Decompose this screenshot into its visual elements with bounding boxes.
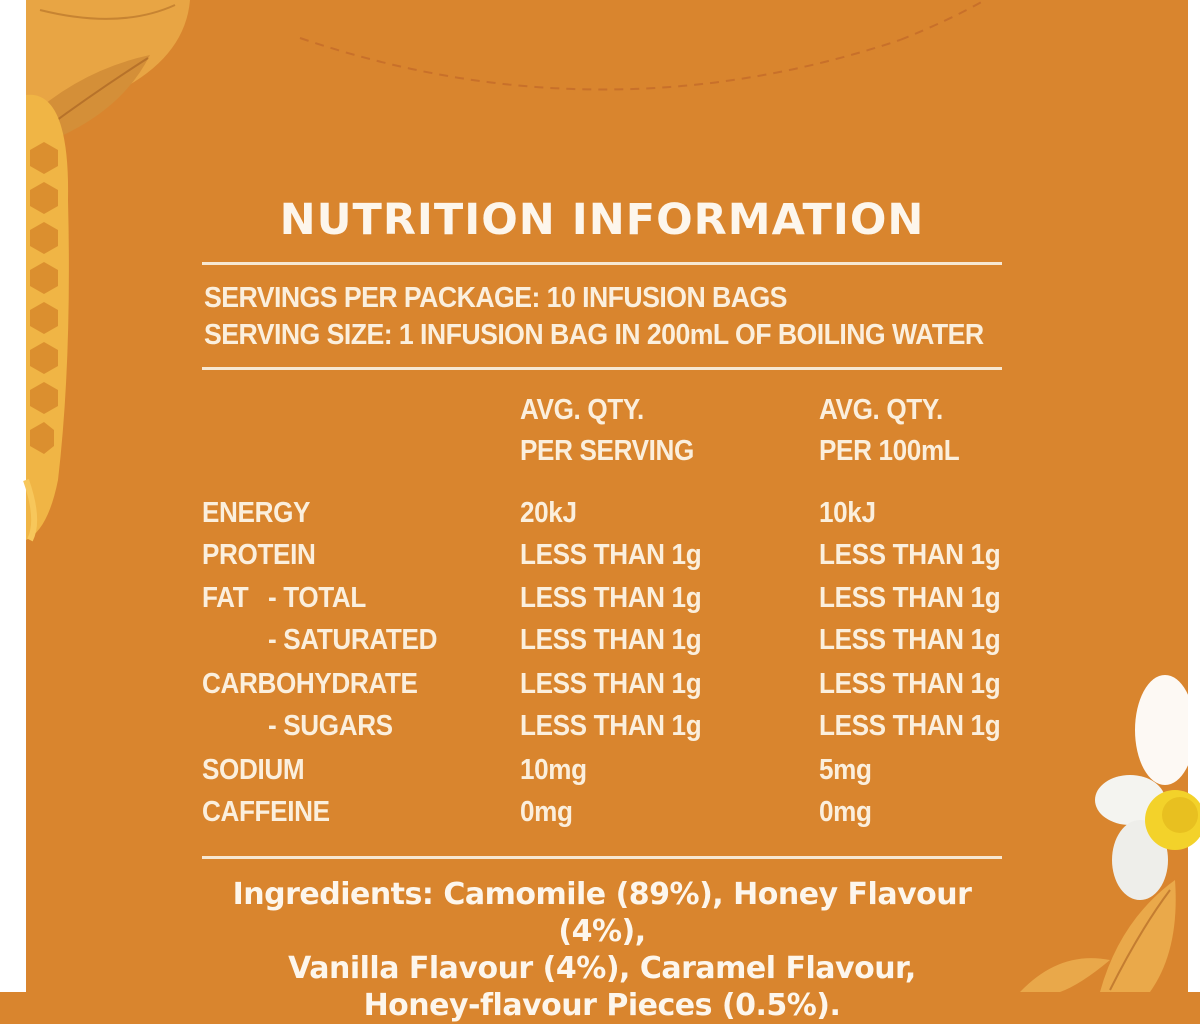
camomile-flower-icon [1095,675,1200,900]
row-label: ENERGY [202,497,311,529]
divider-bottom [202,856,1002,859]
row-label: - SATURATED [268,624,438,656]
row-per-100ml: 10kJ [819,497,876,529]
row-sublabel: - TOTAL [268,582,367,614]
row-label: CAFFEINE [202,796,330,828]
divider-top [202,262,1002,265]
row-per-serving: LESS THAN 1g [520,624,702,656]
row-per-serving: LESS THAN 1g [520,710,702,742]
row-per-100ml: LESS THAN 1g [819,668,1001,700]
row-per-serving: 0mg [520,796,573,828]
col-header-per-serving-2: PER SERVING [520,435,694,467]
ingredients-text: Ingredients: Camomile (89%), Honey Flavo… [202,876,1002,1024]
divider-middle [202,367,1002,370]
row-per-serving: LESS THAN 1g [520,668,702,700]
row-per-100ml: 5mg [819,754,872,786]
ingredients-line-1: Ingredients: Camomile (89%), Honey Flavo… [232,877,972,949]
row-label: CARBOHYDRATE [202,668,418,700]
ingredients-line-2: Vanilla Flavour (4%), Caramel Flavour, [288,951,916,986]
row-per-100ml: 0mg [819,796,872,828]
row-per-serving: LESS THAN 1g [520,539,702,571]
row-label: - SUGARS [268,710,393,742]
col-header-per-100ml-2: PER 100mL [819,435,960,467]
decoration-layer [23,0,1200,992]
row-per-serving: 10mg [520,754,587,786]
row-per-100ml: LESS THAN 1g [819,710,1001,742]
row-label: PROTEIN [202,539,316,571]
row-per-100ml: LESS THAN 1g [819,582,1001,614]
serving-size: SERVING SIZE: 1 INFUSION BAG IN 200mL OF… [204,319,984,351]
ingredients-line-3: Honey-flavour Pieces (0.5%). [363,988,841,1023]
servings-per-package: SERVINGS PER PACKAGE: 10 INFUSION BAGS [204,282,787,314]
row-label: FAT [202,582,249,614]
row-per-serving: 20kJ [520,497,577,529]
left-white-edge [0,0,26,992]
leaf-icon-bottom [1020,880,1176,992]
panel-title: NUTRITION INFORMATION [279,195,925,245]
dashed-arc-end [899,0,986,41]
row-per-serving: LESS THAN 1g [520,582,702,614]
honeycomb-icon [23,94,69,542]
row-per-100ml: LESS THAN 1g [819,624,1001,656]
dashed-arc [299,37,901,91]
col-header-per-100ml-1: AVG. QTY. [819,394,943,426]
row-per-100ml: LESS THAN 1g [819,539,1001,571]
row-label: SODIUM [202,754,305,786]
col-header-per-serving-1: AVG. QTY. [520,394,644,426]
